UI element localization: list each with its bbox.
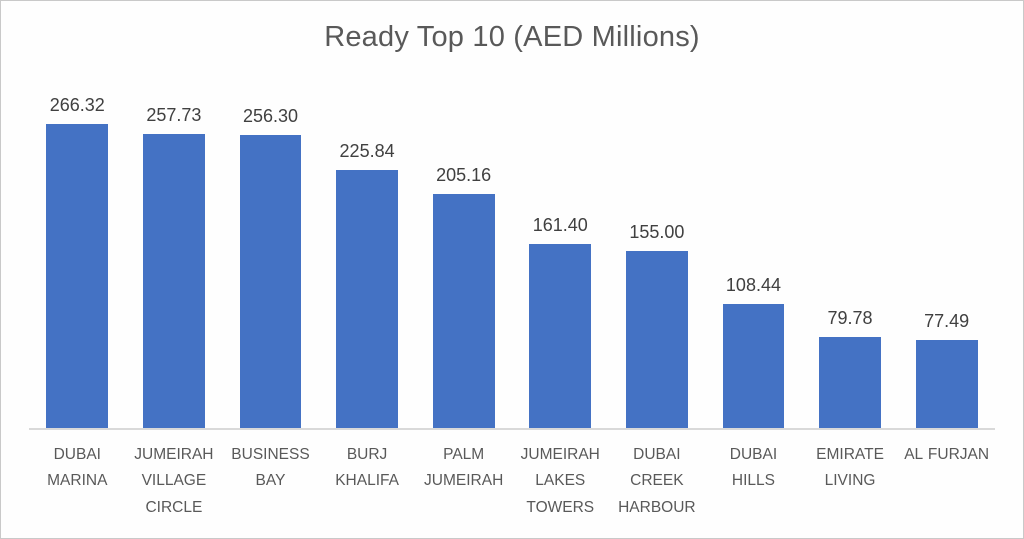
value-label: 77.49	[924, 310, 970, 331]
bar	[722, 304, 785, 428]
category-label: EMIRATE LIVING	[816, 446, 884, 490]
value-label: 256.30	[242, 106, 299, 127]
bar	[239, 135, 302, 428]
category-label: PALM JUMEIRAH	[424, 446, 504, 490]
value-label: 79.78	[827, 307, 873, 328]
bar	[915, 339, 978, 428]
category-label: JUMEIRAH LAKES TOWERS	[520, 446, 600, 516]
category-label: BURJ KHALIFA	[335, 446, 399, 490]
plot-area: 266.32 257.73 256.30 225.84 205.16 161.40 155.…	[29, 79, 995, 430]
x-axis-category-labels: DUBAI MARINA JUMEIRAH VILLAGE CIRCLE BUSIN…	[29, 442, 995, 521]
value-label: 161.40	[532, 214, 588, 235]
bar-column: 161.40	[512, 79, 609, 428]
bar-column: 266.32	[29, 79, 126, 428]
bar	[336, 170, 398, 428]
bar-column: 257.73	[126, 79, 223, 428]
category-label: DUBAI MARINA	[47, 446, 108, 490]
bar-column: 79.78	[802, 79, 899, 428]
bar	[46, 124, 109, 428]
value-label: 266.32	[49, 95, 105, 115]
value-label: 257.73	[146, 104, 202, 125]
value-label: 108.44	[725, 275, 781, 296]
bar	[625, 251, 688, 428]
bar-column: 77.49	[898, 79, 995, 428]
bar-column: 256.30	[222, 79, 319, 428]
category-label: DUBAI HILLS	[729, 446, 778, 490]
chart-title: Ready Top 10 (AED Millions)	[324, 21, 700, 53]
bar-column: 225.84	[319, 79, 416, 428]
bar	[142, 133, 205, 428]
category-label: AL FURJAN	[904, 446, 990, 463]
category-label: JUMEIRAH VILLAGE CIRCLE	[134, 446, 214, 516]
bar	[529, 243, 592, 428]
bar	[432, 193, 495, 428]
value-label: 225.84	[339, 141, 395, 162]
category-label: BUSINESS BAY	[231, 446, 310, 490]
value-label: 205.16	[436, 164, 492, 185]
category-label: DUBAI CREEK HARBOUR	[618, 446, 696, 516]
bar-column: 108.44	[705, 79, 802, 428]
value-label: 155.00	[629, 222, 685, 243]
bar-column: 155.00	[609, 79, 706, 428]
bar	[819, 336, 881, 428]
bar-column: 205.16	[415, 79, 512, 428]
